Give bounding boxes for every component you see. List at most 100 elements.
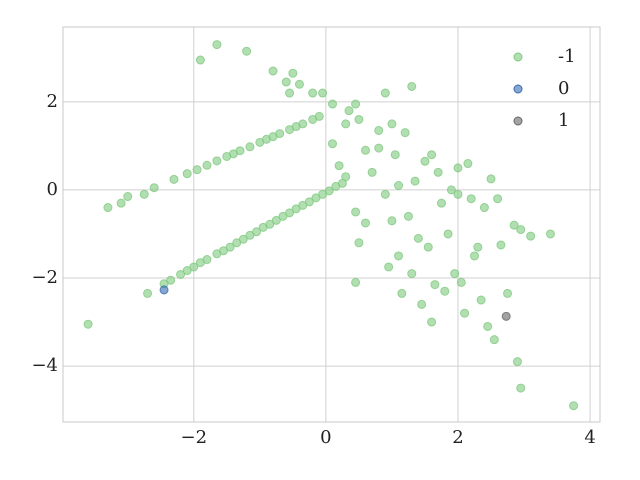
point [327,99,337,109]
point [265,219,275,229]
point [430,280,440,290]
point [443,229,453,239]
point [123,192,133,202]
point [440,286,450,296]
legend-marker [513,116,523,126]
point [341,119,351,129]
point [496,240,506,250]
y-tick-label: −2 [31,267,58,288]
point [453,189,463,199]
point [394,181,404,191]
point [361,145,371,155]
point [182,169,192,179]
point [403,211,413,221]
point [453,163,463,173]
point [139,189,149,199]
point [400,128,410,138]
point [351,99,361,109]
point [334,161,344,171]
point [479,203,489,213]
point [344,106,354,116]
point [327,139,337,149]
point [413,233,423,243]
legend-marker [513,84,523,94]
point [166,275,176,285]
point [374,143,384,153]
point [341,172,351,182]
point [436,198,446,208]
legend-label: -1 [558,46,576,67]
point [410,176,420,186]
point [526,231,536,241]
point [275,129,285,139]
point [304,197,314,207]
point [486,174,496,184]
point [433,167,443,177]
point [380,189,390,199]
x-tick-label: 0 [320,427,331,448]
point [473,242,483,252]
point [354,114,364,124]
point [427,150,437,160]
point [463,159,473,169]
point [235,146,245,156]
point [242,46,252,56]
point [238,234,248,244]
point [288,68,298,78]
point [225,242,235,252]
point [380,88,390,98]
point [503,288,513,298]
point [149,183,159,193]
point [159,285,169,295]
legend-label: 1 [558,110,569,131]
point [493,194,503,204]
point [450,269,460,279]
point [489,335,499,345]
point [285,88,295,98]
point [83,319,93,329]
point [397,288,407,298]
point [354,238,364,248]
point [361,218,371,228]
point [483,321,493,331]
point [252,227,262,237]
y-tick-label: 0 [47,179,58,200]
point [298,119,308,129]
x-tick-label: −2 [181,427,208,448]
point [192,165,202,175]
point [387,216,397,226]
point [512,357,522,367]
point [245,142,255,152]
point [476,295,486,305]
point [143,288,153,298]
point [281,77,291,87]
point [569,401,579,411]
y-tick-label: 2 [47,91,58,112]
point [176,269,186,279]
point [407,81,417,91]
point [470,251,480,261]
point [116,198,126,208]
point [545,229,555,239]
point [390,150,400,160]
legend-label: 0 [558,78,569,99]
point [285,208,295,218]
point [423,242,433,252]
point [417,299,427,309]
point [189,262,199,272]
point [446,185,456,195]
y-tick-label: −4 [31,355,58,376]
point [202,160,212,170]
point [407,269,417,279]
point [420,156,430,166]
point [202,255,212,265]
point [516,225,526,235]
point [509,220,519,230]
point [516,383,526,393]
x-tick-label: 2 [452,427,463,448]
point [268,66,278,76]
point [351,207,361,217]
point [212,40,222,50]
plot-frame [62,26,601,423]
